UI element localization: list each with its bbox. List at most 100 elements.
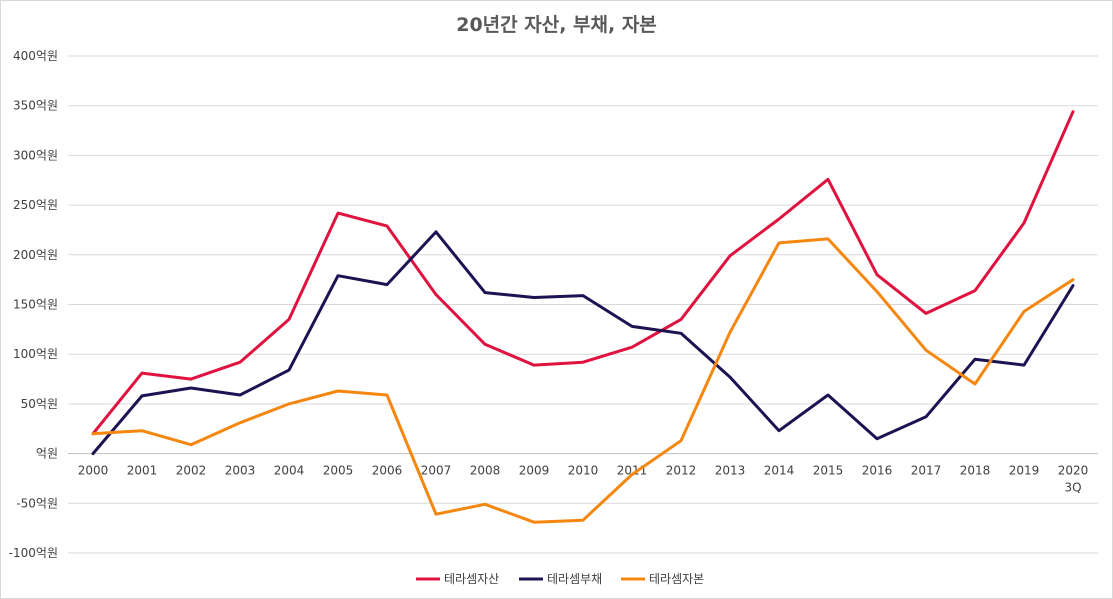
legend-label: 테라셈자본 bbox=[649, 572, 704, 586]
x-tick-label: 2002 bbox=[176, 464, 207, 478]
data-point bbox=[582, 294, 585, 297]
data-point bbox=[680, 332, 683, 335]
x-tick-label: 2015 bbox=[813, 464, 844, 478]
data-point bbox=[190, 386, 193, 389]
data-point bbox=[141, 372, 144, 375]
y-tick-label: 300억원 bbox=[13, 148, 58, 162]
data-point bbox=[190, 378, 193, 381]
data-point bbox=[729, 331, 732, 334]
data-point bbox=[974, 383, 977, 386]
data-point bbox=[680, 318, 683, 321]
x-tick-label: 2001 bbox=[127, 464, 158, 478]
data-point bbox=[533, 364, 536, 367]
x-tick-label: 2009 bbox=[519, 464, 550, 478]
data-point bbox=[1023, 364, 1026, 367]
data-point bbox=[778, 429, 781, 432]
data-point bbox=[631, 346, 634, 349]
chart-title: 20년간 자산, 부채, 자본 bbox=[456, 14, 657, 36]
data-point bbox=[974, 358, 977, 361]
data-point bbox=[729, 254, 732, 257]
data-point bbox=[190, 443, 193, 446]
data-point bbox=[484, 343, 487, 346]
data-point bbox=[631, 473, 634, 476]
data-point bbox=[92, 432, 95, 435]
x-tick-label: 2011 bbox=[617, 464, 648, 478]
data-point bbox=[484, 503, 487, 506]
y-tick-label: 250억원 bbox=[13, 198, 58, 212]
data-point bbox=[925, 349, 928, 352]
y-tick-label: 50억원 bbox=[21, 397, 58, 411]
y-tick-label: 150억원 bbox=[13, 298, 58, 312]
data-point bbox=[435, 513, 438, 516]
x-tick-label: 2010 bbox=[568, 464, 599, 478]
data-point bbox=[337, 389, 340, 392]
data-point bbox=[533, 296, 536, 299]
data-point bbox=[582, 519, 585, 522]
x-tick-label: 2016 bbox=[862, 464, 893, 478]
data-point bbox=[386, 283, 389, 286]
x-tick-label: 2013 bbox=[715, 464, 746, 478]
data-point bbox=[141, 394, 144, 397]
legend-label: 테라셈부채 bbox=[547, 572, 602, 586]
data-point bbox=[827, 237, 830, 240]
x-tick-label: 2006 bbox=[372, 464, 403, 478]
data-point bbox=[827, 178, 830, 181]
data-point bbox=[141, 429, 144, 432]
gridlines bbox=[68, 55, 1098, 554]
data-point bbox=[925, 312, 928, 315]
x-tick-label: 2000 bbox=[78, 464, 109, 478]
x-tick-label: 2019 bbox=[1009, 464, 1040, 478]
data-point bbox=[1072, 278, 1075, 281]
legend-label: 테라셈자산 bbox=[444, 572, 499, 586]
x-tick-label: 2008 bbox=[470, 464, 501, 478]
series-line-1 bbox=[91, 110, 1075, 436]
data-point bbox=[288, 369, 291, 372]
data-point bbox=[435, 230, 438, 233]
data-point bbox=[239, 393, 242, 396]
series-line-2 bbox=[91, 230, 1075, 456]
data-point bbox=[1023, 221, 1026, 224]
data-point bbox=[680, 439, 683, 442]
data-point bbox=[631, 325, 634, 328]
data-point bbox=[435, 293, 438, 296]
data-point bbox=[876, 290, 879, 293]
data-point bbox=[876, 273, 879, 276]
x-tick-label: 2003 bbox=[225, 464, 256, 478]
series-lines bbox=[91, 110, 1075, 524]
x-tick-label: 2007 bbox=[421, 464, 452, 478]
x-axis-ticks: 2000 2001 2002 2003 2004 2005 2006 2007 2008 2009… bbox=[78, 464, 1089, 495]
x-tick-label: 2004 bbox=[274, 464, 305, 478]
data-point bbox=[827, 393, 830, 396]
data-point bbox=[876, 437, 879, 440]
data-point bbox=[974, 289, 977, 292]
data-point bbox=[386, 393, 389, 396]
y-tick-label: 400억원 bbox=[13, 49, 58, 63]
data-point bbox=[729, 376, 732, 379]
x-tick-label: 2014 bbox=[764, 464, 795, 478]
x-tick-label: 2017 bbox=[911, 464, 942, 478]
y-tick-label: 억원 bbox=[36, 447, 58, 461]
y-axis-ticks: 400억원 350억원 300억원 250억원 200억원 150억원 100억원 50억원억… bbox=[9, 49, 58, 560]
data-point bbox=[337, 212, 340, 215]
data-point bbox=[239, 421, 242, 424]
data-point bbox=[1072, 284, 1075, 287]
data-point bbox=[778, 241, 781, 244]
series-line-3 bbox=[91, 237, 1075, 524]
legend: 테라셈자산 테라셈부채 테라셈자본 bbox=[416, 572, 704, 586]
y-tick-label: 200억원 bbox=[13, 248, 58, 262]
data-point bbox=[484, 291, 487, 294]
x-tick-label: 2020 3Q bbox=[1058, 464, 1089, 495]
data-point bbox=[1072, 110, 1075, 113]
data-point bbox=[778, 218, 781, 221]
data-point bbox=[288, 402, 291, 405]
data-point bbox=[386, 224, 389, 227]
y-tick-label: -50억원 bbox=[16, 496, 58, 510]
x-tick-label: 2005 bbox=[323, 464, 354, 478]
y-tick-label: 350억원 bbox=[13, 99, 58, 113]
y-tick-label: -100억원 bbox=[9, 546, 58, 560]
data-point bbox=[239, 361, 242, 364]
data-point bbox=[533, 521, 536, 524]
x-tick-label: 2012 bbox=[666, 464, 697, 478]
data-point bbox=[92, 452, 95, 455]
